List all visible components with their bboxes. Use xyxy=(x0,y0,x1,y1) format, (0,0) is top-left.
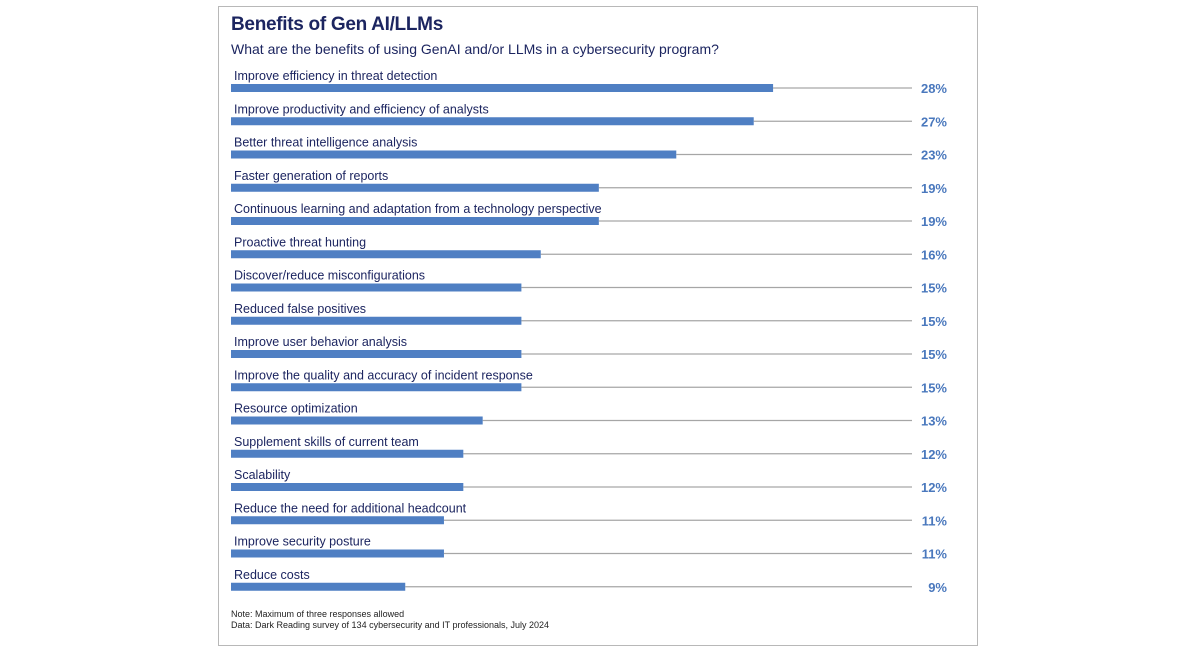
bar xyxy=(231,217,599,225)
value-label: 9% xyxy=(928,580,947,595)
bar xyxy=(231,350,522,358)
category-label: Improve efficiency in threat detection xyxy=(234,69,437,83)
category-label: Resource optimization xyxy=(234,402,358,416)
bar xyxy=(231,416,483,425)
bar xyxy=(231,183,599,192)
bar xyxy=(231,582,406,591)
data-source-text: Data: Dark Reading survey of 134 cyberse… xyxy=(231,620,549,630)
value-label: 11% xyxy=(922,547,948,562)
note-text: Note: Maximum of three responses allowed xyxy=(231,609,405,619)
bar xyxy=(231,549,444,558)
value-label: 15% xyxy=(921,347,947,362)
category-label: Scalability xyxy=(234,468,291,482)
bar xyxy=(231,283,522,292)
category-label: Proactive threat hunting xyxy=(234,235,366,249)
bar xyxy=(231,250,541,259)
category-label: Reduce costs xyxy=(234,568,310,582)
value-label: 12% xyxy=(921,447,947,462)
value-label: 15% xyxy=(921,380,947,395)
category-label: Supplement skills of current team xyxy=(234,435,419,449)
bar-chart: Improve efficiency in threat detection 28… xyxy=(231,69,948,595)
bar xyxy=(231,483,464,491)
chart-subtitle: What are the benefits of using GenAI and… xyxy=(231,41,719,57)
category-label: Better threat intelligence analysis xyxy=(234,136,417,150)
category-label: Faster generation of reports xyxy=(234,169,388,183)
bar xyxy=(231,383,522,392)
value-label: 11% xyxy=(922,513,948,528)
category-label: Continuous learning and adaptation from … xyxy=(234,202,602,216)
bar xyxy=(231,316,522,325)
value-label: 19% xyxy=(921,181,947,196)
value-label: 27% xyxy=(921,114,947,129)
bar xyxy=(231,449,464,458)
category-label: Reduce the need for additional headcount xyxy=(234,501,467,515)
category-label: Improve the quality and accuracy of inci… xyxy=(234,368,533,382)
bar xyxy=(231,84,774,92)
category-label: Improve productivity and efficiency of a… xyxy=(234,102,489,116)
value-label: 12% xyxy=(921,480,947,495)
value-label: 15% xyxy=(921,281,947,296)
bar xyxy=(231,117,754,126)
category-label: Improve user behavior analysis xyxy=(234,335,407,349)
category-label: Improve security posture xyxy=(234,535,371,549)
value-label: 15% xyxy=(921,314,947,329)
value-label: 28% xyxy=(921,81,947,96)
chart-title: Benefits of Gen AI/LLMs xyxy=(231,14,443,35)
value-label: 16% xyxy=(921,247,947,262)
bar xyxy=(231,150,677,159)
category-label: Discover/reduce misconfigurations xyxy=(234,269,425,283)
bar xyxy=(231,516,444,525)
value-label: 23% xyxy=(921,148,947,163)
category-label: Reduced false positives xyxy=(234,302,366,316)
value-label: 19% xyxy=(921,214,947,229)
value-label: 13% xyxy=(921,414,947,429)
